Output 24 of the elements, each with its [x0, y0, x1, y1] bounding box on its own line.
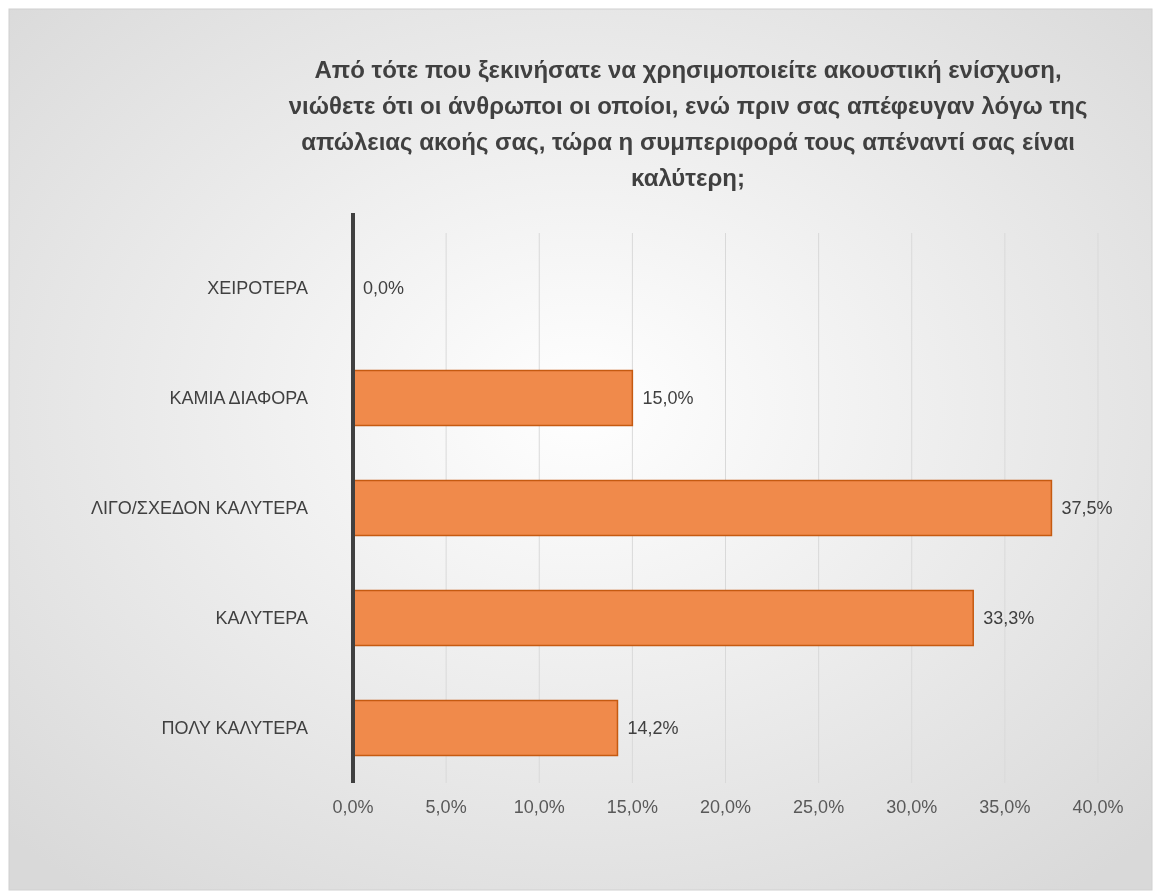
- data-label: 33,3%: [983, 608, 1035, 628]
- data-label: 37,5%: [1061, 498, 1113, 518]
- y-tick-label: ΛΙΓΟ/ΣΧΕΔΟΝ ΚΑΛΥΤΕΡΑ: [90, 498, 308, 518]
- x-tick-label: 10,0%: [513, 797, 565, 817]
- x-tick-label: 40,0%: [1072, 797, 1124, 817]
- x-tick-label: 15,0%: [606, 797, 658, 817]
- data-label: 0,0%: [363, 278, 405, 298]
- y-tick-label: ΚΑΜΙΑ ΔΙΑΦΟΡΑ: [169, 388, 308, 408]
- y-tick-label: ΧΕΙΡΟΤΕΡΑ: [207, 278, 308, 298]
- chart-title: Από τότε που ξεκινήσατε να χρησιμοποιείτε ακουστική ενίσχυση, νιώθετε ότι οι άνθρωποι οι οποίοι, ενώ πριν σας απέφευγαν λόγω της απώλειας ακοής σας, τώρα η συμπεριφορά τους απέναντί σας είναι καλύτερη;: [288, 56, 1088, 191]
- x-tick-label: 35,0%: [979, 797, 1031, 817]
- bar: [352, 699, 619, 757]
- x-tick-label: 20,0%: [699, 797, 752, 817]
- bar: [352, 589, 974, 647]
- y-tick-label: ΚΑΛΥΤΕΡΑ: [215, 608, 308, 628]
- bar: [352, 479, 1053, 537]
- bar: [352, 369, 634, 427]
- x-tick-label: 30,0%: [886, 797, 938, 817]
- x-tick-label: 25,0%: [793, 797, 845, 817]
- x-tick-label: 0,0%: [332, 797, 374, 817]
- x-tick-label: 5,0%: [425, 797, 467, 817]
- y-tick-label: ΠΟΛΥ ΚΑΛΥΤΕΡΑ: [161, 718, 308, 738]
- data-label: 15,0%: [642, 388, 694, 408]
- data-label: 14,2%: [627, 718, 679, 738]
